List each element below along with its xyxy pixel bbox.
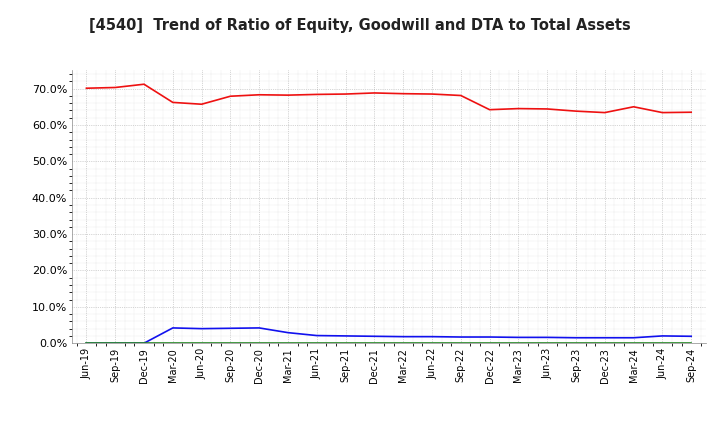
Goodwill — [197, 326, 206, 331]
Goodwill — [543, 335, 552, 340]
Equity — [399, 91, 408, 96]
Equity — [370, 90, 379, 95]
Equity — [687, 110, 696, 115]
Goodwill — [658, 333, 667, 338]
Deferred Tax Assets — [399, 341, 408, 346]
Deferred Tax Assets — [600, 341, 609, 346]
Goodwill — [600, 335, 609, 341]
Deferred Tax Assets — [168, 341, 177, 346]
Goodwill — [456, 334, 465, 340]
Deferred Tax Assets — [514, 341, 523, 346]
Goodwill — [485, 334, 494, 340]
Deferred Tax Assets — [284, 341, 292, 346]
Deferred Tax Assets — [485, 341, 494, 346]
Equity — [341, 92, 350, 97]
Deferred Tax Assets — [226, 341, 235, 346]
Deferred Tax Assets — [629, 341, 638, 346]
Goodwill — [255, 325, 264, 330]
Equity — [226, 94, 235, 99]
Deferred Tax Assets — [428, 341, 436, 346]
Deferred Tax Assets — [370, 341, 379, 346]
Goodwill — [111, 341, 120, 346]
Goodwill — [399, 334, 408, 339]
Deferred Tax Assets — [572, 341, 580, 346]
Deferred Tax Assets — [341, 341, 350, 346]
Equity — [82, 86, 91, 91]
Equity — [255, 92, 264, 97]
Goodwill — [687, 334, 696, 339]
Goodwill — [629, 335, 638, 341]
Equity — [456, 93, 465, 98]
Goodwill — [82, 341, 91, 346]
Deferred Tax Assets — [543, 341, 552, 346]
Line: Equity: Equity — [86, 84, 691, 113]
Equity — [140, 81, 148, 87]
Goodwill — [168, 325, 177, 330]
Equity — [514, 106, 523, 111]
Goodwill — [341, 333, 350, 338]
Equity — [572, 109, 580, 114]
Goodwill — [226, 326, 235, 331]
Equity — [600, 110, 609, 115]
Deferred Tax Assets — [658, 341, 667, 346]
Equity — [543, 106, 552, 112]
Equity — [111, 85, 120, 90]
Text: [4540]  Trend of Ratio of Equity, Goodwill and DTA to Total Assets: [4540] Trend of Ratio of Equity, Goodwil… — [89, 18, 631, 33]
Goodwill — [140, 341, 148, 346]
Deferred Tax Assets — [82, 341, 91, 346]
Deferred Tax Assets — [197, 341, 206, 346]
Deferred Tax Assets — [456, 341, 465, 346]
Goodwill — [572, 335, 580, 341]
Equity — [629, 104, 638, 110]
Equity — [658, 110, 667, 115]
Deferred Tax Assets — [255, 341, 264, 346]
Goodwill — [428, 334, 436, 339]
Equity — [312, 92, 321, 97]
Goodwill — [312, 333, 321, 338]
Equity — [168, 100, 177, 105]
Deferred Tax Assets — [140, 341, 148, 346]
Equity — [485, 107, 494, 112]
Line: Goodwill: Goodwill — [86, 328, 691, 343]
Deferred Tax Assets — [312, 341, 321, 346]
Goodwill — [284, 330, 292, 335]
Equity — [284, 92, 292, 98]
Goodwill — [370, 334, 379, 339]
Deferred Tax Assets — [687, 341, 696, 346]
Equity — [428, 92, 436, 97]
Deferred Tax Assets — [111, 341, 120, 346]
Goodwill — [514, 335, 523, 340]
Equity — [197, 102, 206, 107]
